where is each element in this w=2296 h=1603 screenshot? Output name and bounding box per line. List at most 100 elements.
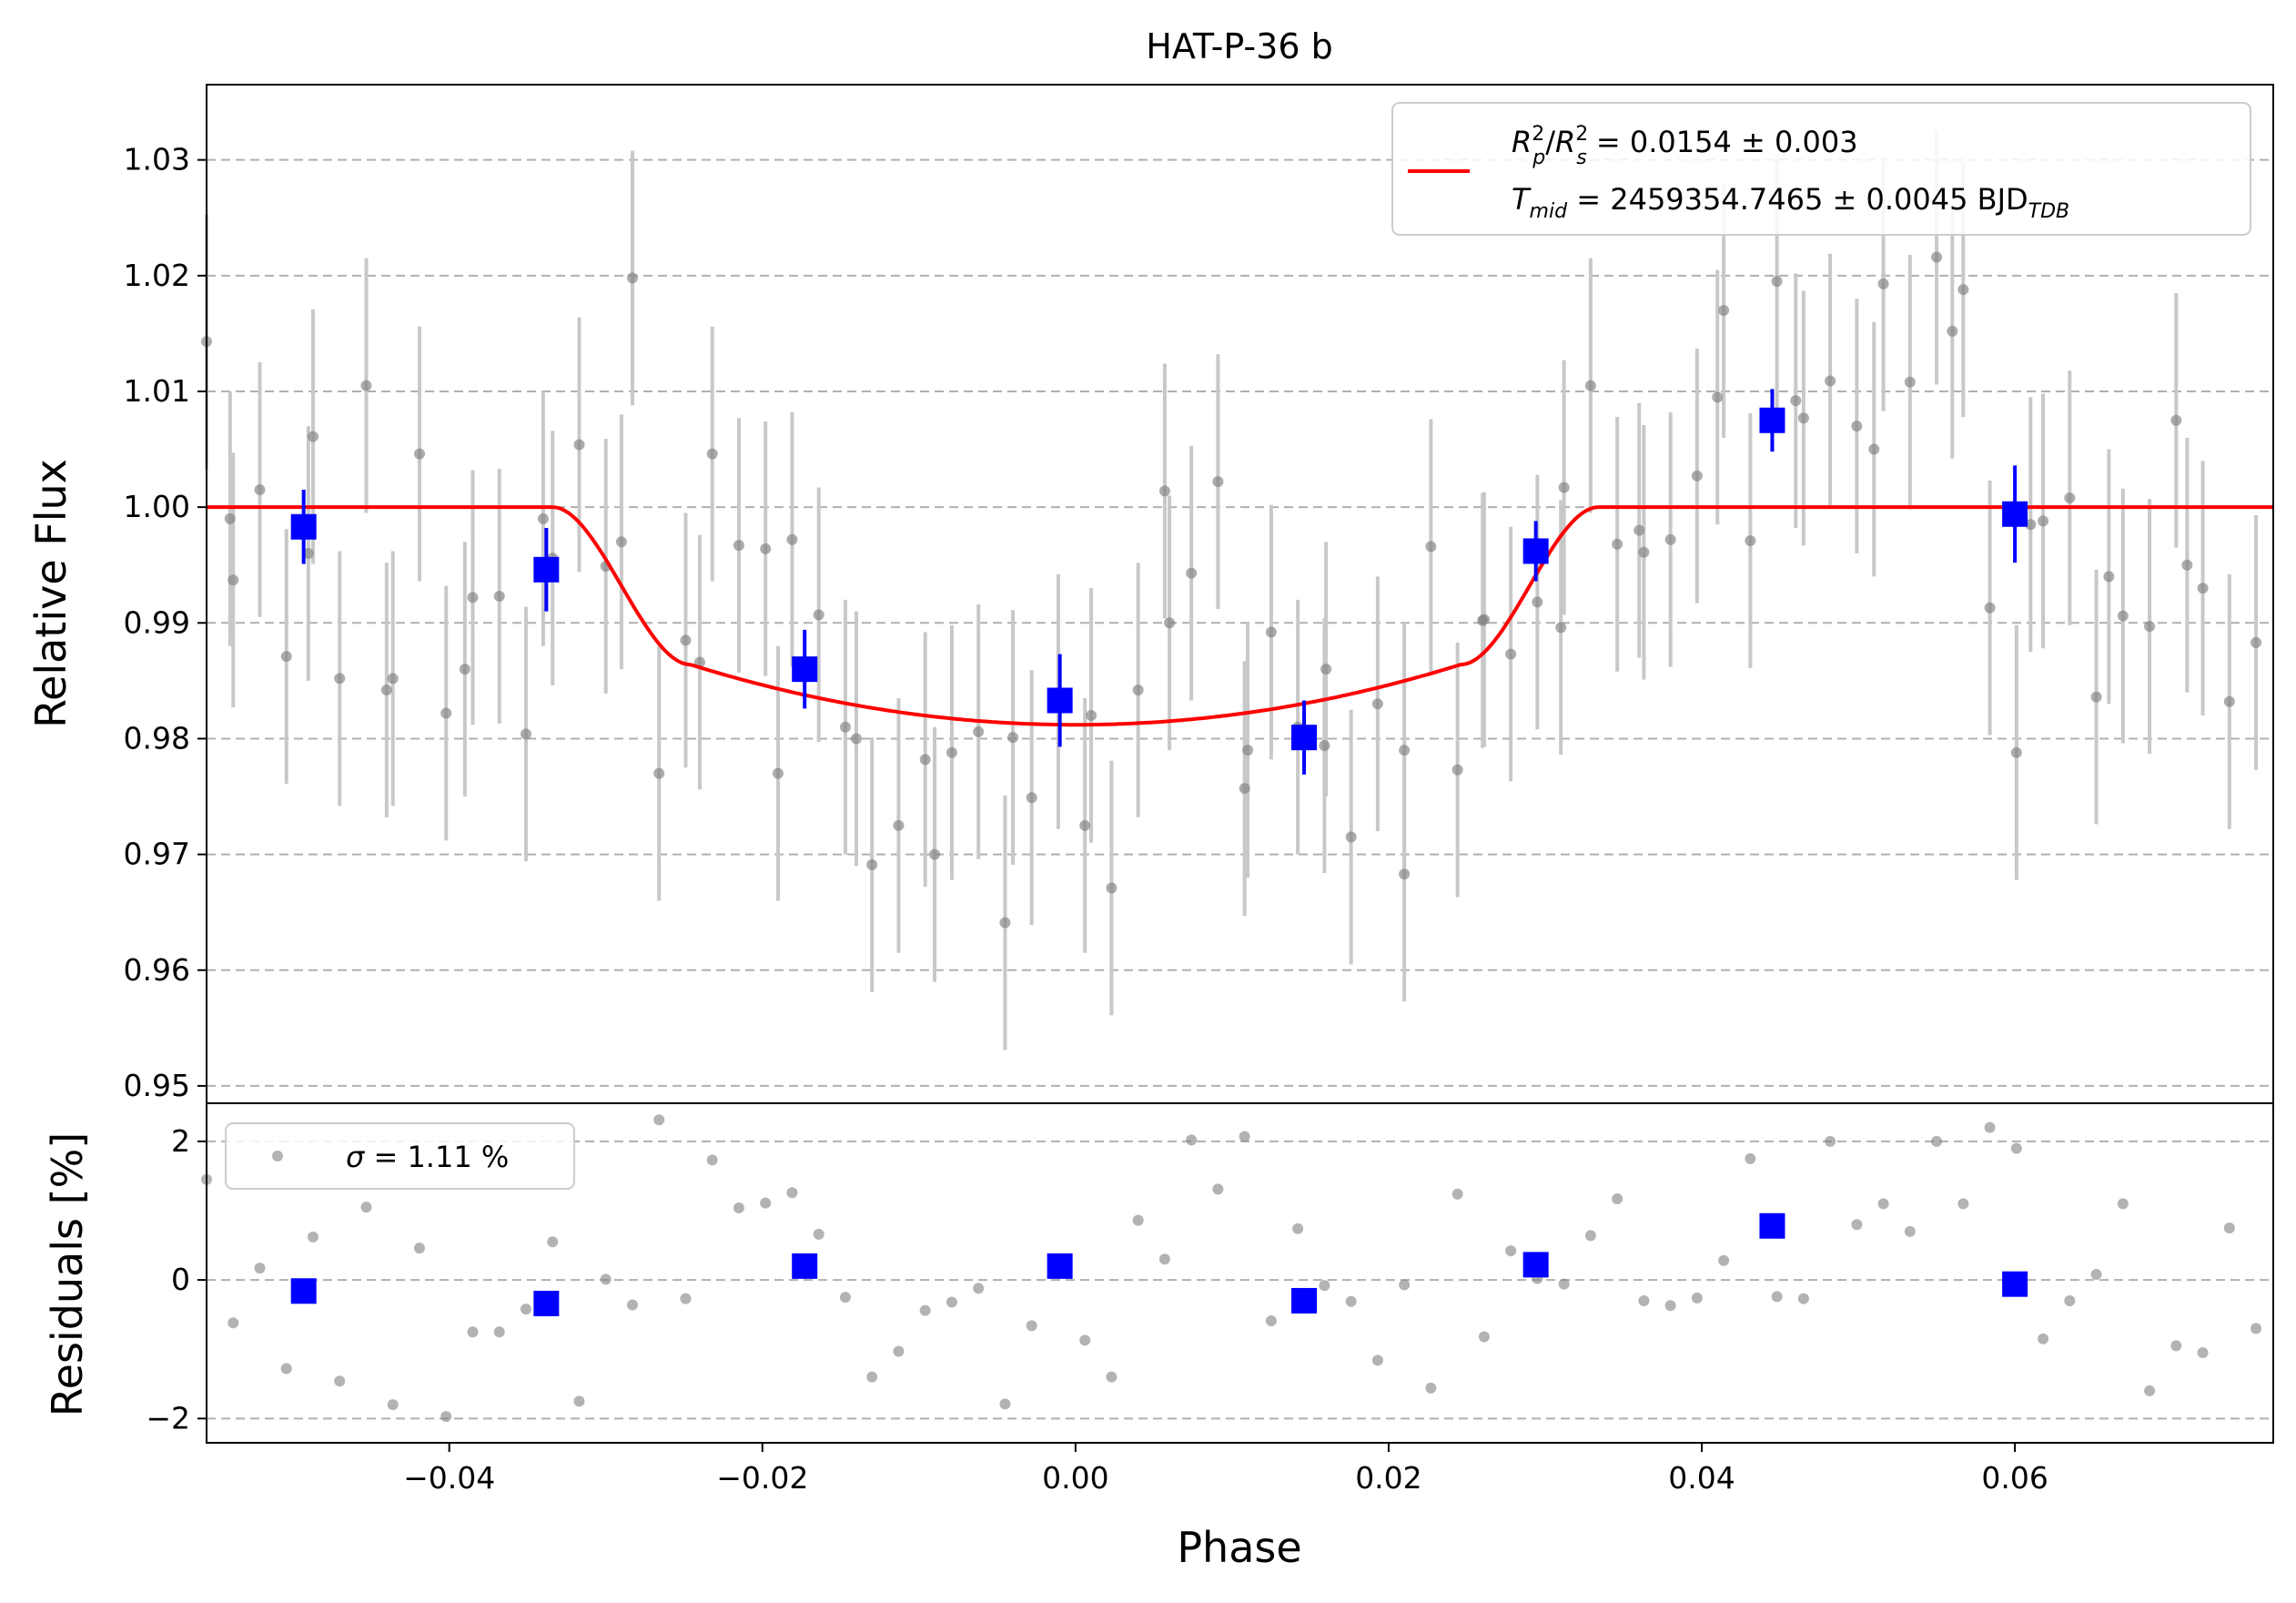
main-raw-point [929, 848, 941, 860]
residuals-binned-point [1522, 1252, 1549, 1278]
legend-depth-sup-a: 2 [1532, 123, 1544, 146]
residuals-raw-point [626, 1299, 638, 1311]
x-axis-label: Phase [1177, 1523, 1301, 1572]
main-raw-point [973, 725, 985, 737]
residuals-raw-point [1904, 1225, 1916, 1237]
main-raw-point [467, 592, 479, 604]
residuals-raw-point [2090, 1269, 2102, 1281]
main-raw-point [1007, 732, 1019, 744]
residuals-raw-point [1505, 1245, 1517, 1257]
legend-tmid-value: = 2459354.7465 ± 0.0045 BJD [1567, 182, 2028, 217]
legend-tmid-unit-sub: TDB [2028, 200, 2069, 223]
main-raw-point [1718, 304, 1730, 316]
residuals-binned-point [533, 1290, 560, 1316]
main-panel: 0.95 0.96 0.97 0.98 0.99 1.00 1.01 1.02 1.03 Rel… [26, 84, 2274, 1104]
main-raw-point [653, 767, 665, 779]
main-raw-point [387, 673, 399, 685]
residuals-legend-box [225, 1122, 575, 1190]
main-raw-point [1345, 831, 1357, 843]
main-raw-point [680, 634, 692, 646]
main-raw-point [2223, 695, 2235, 707]
residuals-raw-point [893, 1345, 905, 1357]
main-raw-point [1931, 251, 1943, 263]
x-tick-label: −0.02 [716, 1460, 808, 1496]
main-raw-point [1984, 602, 1996, 614]
main-y-tick-label: 0.99 [124, 604, 190, 640]
residuals-raw-point [1212, 1183, 1224, 1195]
residuals-raw-point [280, 1363, 292, 1375]
residuals-raw-point [387, 1399, 399, 1411]
main-binned-point [290, 513, 317, 540]
residuals-raw-point [307, 1231, 319, 1243]
main-raw-point [2250, 636, 2262, 648]
residuals-raw-point [1026, 1320, 1037, 1332]
main-y-ticks: 0.95 0.96 0.97 0.98 0.99 1.00 1.01 1.02 1.03 [124, 142, 207, 1103]
main-raw-point [1086, 710, 1097, 722]
residuals-raw-point [1664, 1300, 1676, 1312]
main-raw-point [224, 512, 236, 524]
main-raw-point [302, 547, 314, 559]
main-y-tick-label: 0.97 [124, 837, 190, 872]
main-raw-point [1242, 745, 1254, 756]
x-tick-label: 0.00 [1042, 1460, 1108, 1496]
main-raw-point [1425, 541, 1437, 553]
residuals-raw-point [706, 1154, 718, 1166]
main-raw-point [520, 728, 531, 740]
main-raw-point [2038, 515, 2049, 527]
main-raw-point [1558, 482, 1570, 493]
main-raw-point [733, 540, 744, 552]
residuals-raw-point [1239, 1131, 1250, 1142]
main-raw-point [626, 272, 638, 284]
main-binned-points [290, 407, 2028, 751]
residuals-y-ticks: −2 0 2 [146, 1123, 207, 1436]
main-raw-point [573, 439, 585, 451]
main-raw-point [2103, 571, 2115, 583]
main-raw-point [772, 767, 784, 779]
residuals-raw-point [467, 1326, 479, 1338]
residuals-raw-point [1584, 1230, 1596, 1242]
main-raw-point [1904, 376, 1916, 388]
residuals-raw-point [1478, 1331, 1490, 1343]
main-y-tick-label: 1.00 [124, 489, 190, 524]
main-raw-point [866, 859, 878, 871]
main-raw-point [1079, 819, 1091, 831]
main-raw-point [1691, 470, 1703, 482]
main-raw-point [280, 651, 292, 663]
residuals-raw-point [866, 1371, 878, 1383]
residuals-legend: σ = 1.11 % [225, 1122, 575, 1190]
residuals-raw-point [2064, 1294, 2076, 1306]
residuals-raw-point [1132, 1214, 1144, 1226]
residuals-raw-point [1425, 1382, 1437, 1394]
residuals-raw-point [946, 1296, 957, 1308]
residuals-raw-point [1984, 1121, 1996, 1133]
residuals-raw-point [813, 1228, 824, 1240]
residuals-raw-point [1771, 1291, 1783, 1303]
main-raw-point [413, 448, 425, 460]
main-raw-point [1957, 284, 1969, 296]
main-raw-point [1584, 380, 1596, 391]
main-y-tick-label: 0.95 [124, 1068, 190, 1103]
main-raw-point [706, 448, 718, 460]
main-raw-point [1612, 538, 1623, 550]
main-raw-point [813, 609, 824, 621]
main-raw-point [850, 733, 862, 745]
residuals-raw-point [520, 1304, 531, 1315]
residuals-panel: −2 0 2 −0.04 −0.02 0.00 0.02 0.04 0.06 Residual… [43, 1102, 2274, 1572]
residuals-legend-marker [272, 1151, 283, 1162]
main-raw-point [1239, 783, 1250, 795]
residuals-raw-point [733, 1202, 744, 1213]
residuals-y-tick-label: 2 [171, 1123, 190, 1159]
main-raw-point [2170, 414, 2182, 426]
residuals-raw-point [2117, 1198, 2129, 1210]
main-raw-point [1851, 421, 1863, 432]
residuals-raw-point [1079, 1334, 1091, 1346]
residuals-binned-point [2002, 1271, 2028, 1297]
residuals-raw-point [1292, 1223, 1304, 1234]
main-raw-point [1877, 278, 1889, 289]
x-tick-label: 0.02 [1355, 1460, 1421, 1496]
main-raw-point [839, 721, 851, 733]
main-raw-point [919, 754, 931, 766]
main-raw-point [1477, 614, 1489, 626]
residuals-y-tick-label: 0 [171, 1262, 190, 1297]
